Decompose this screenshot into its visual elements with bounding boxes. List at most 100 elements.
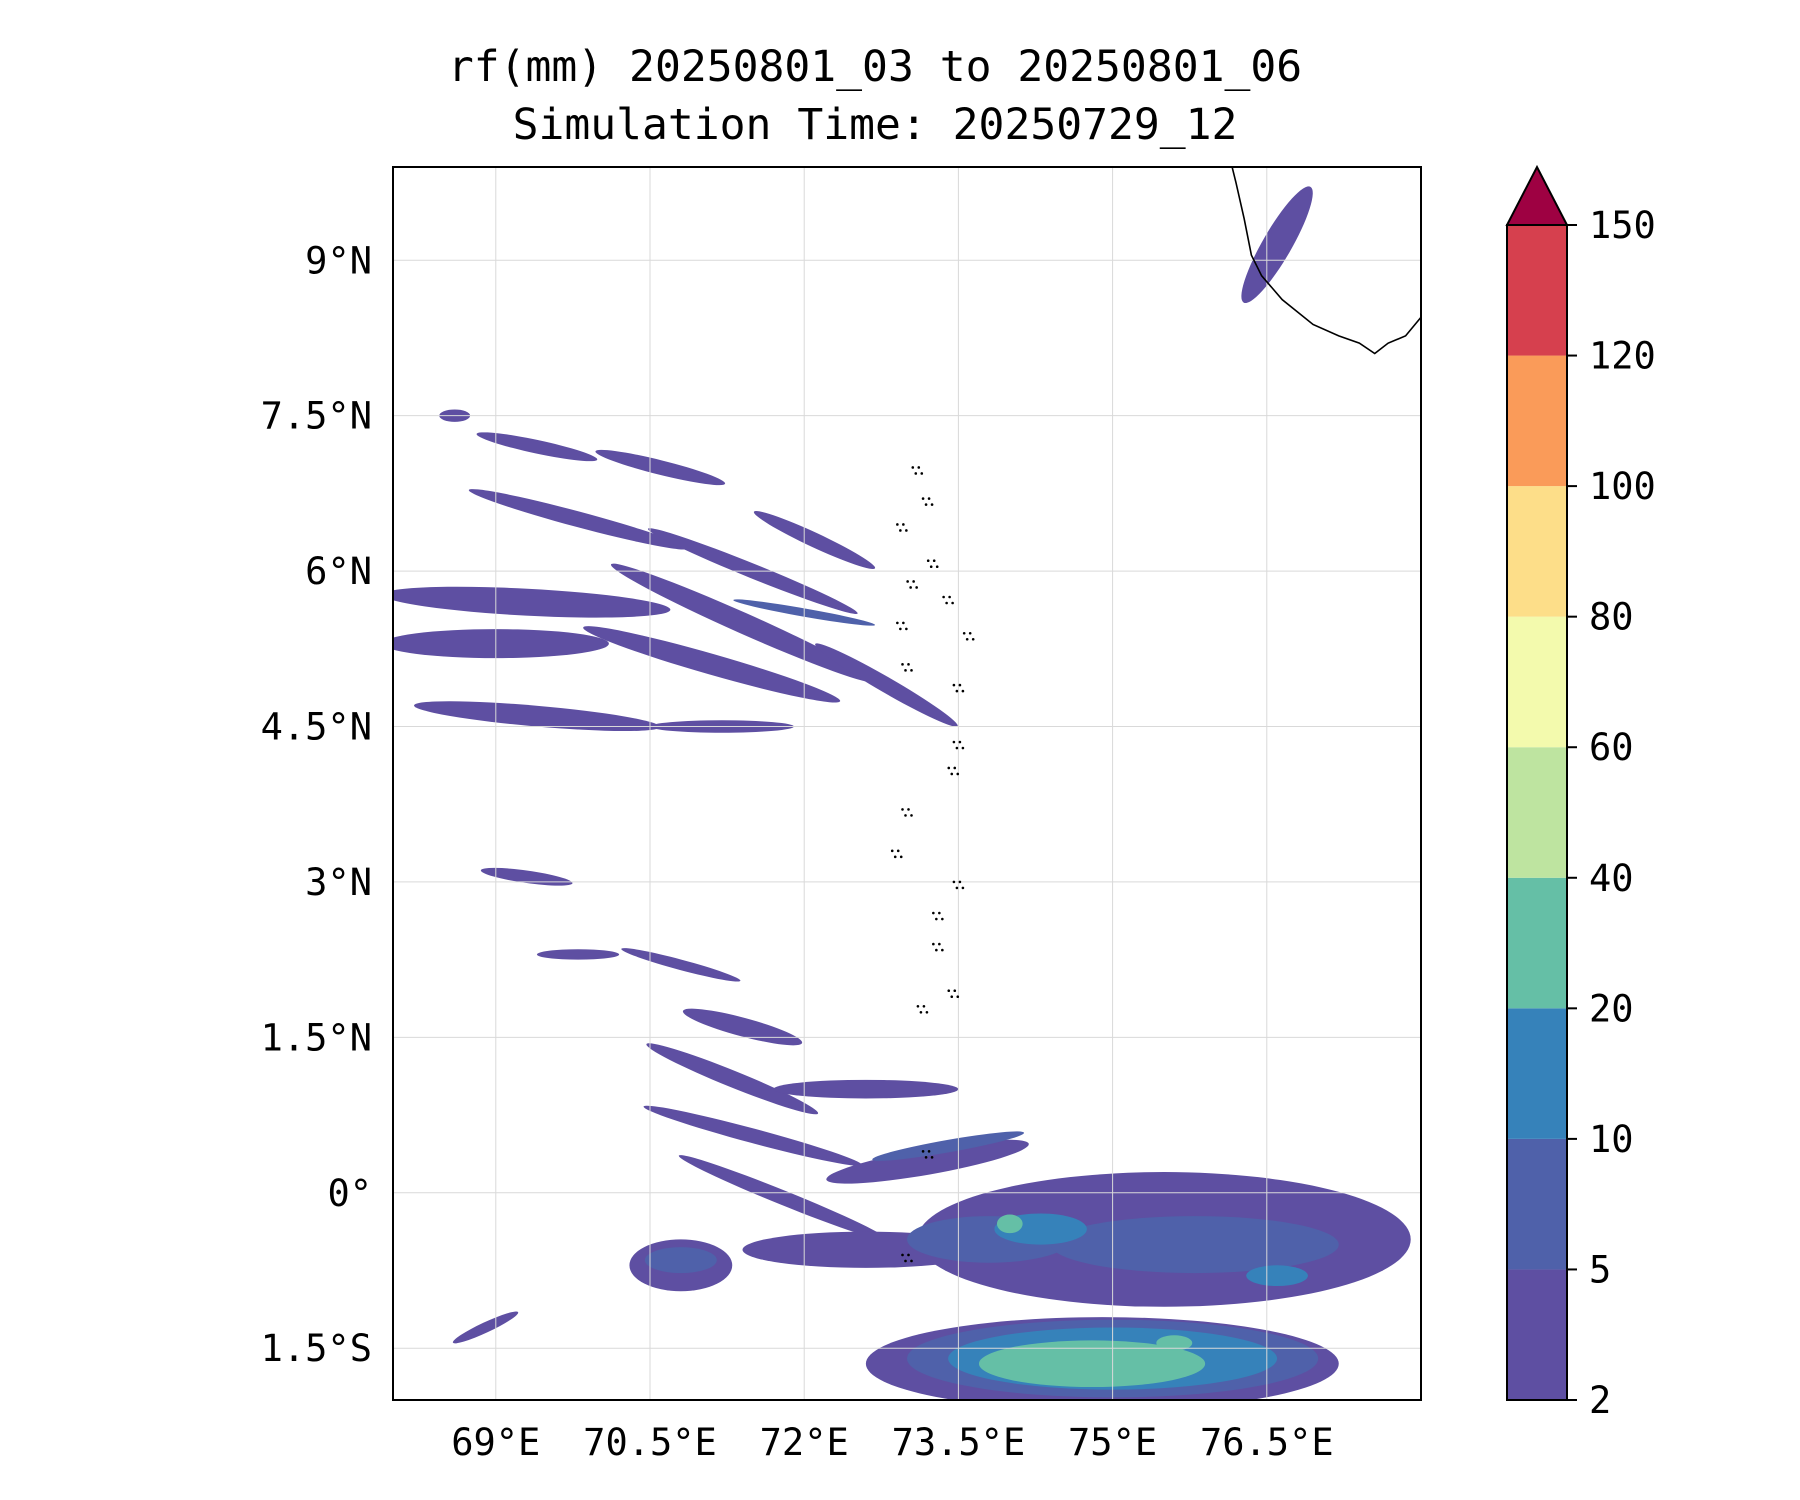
atoll-dot [935, 917, 938, 921]
map-title: rf(mm) 20250801_03 to 20250801_06 [447, 42, 1303, 92]
map-subtitle: Simulation Time: 20250729_12 [512, 100, 1238, 150]
atoll-dot [968, 631, 972, 635]
rain-band-23 [826, 1139, 1029, 1184]
rain-band-37 [996, 1214, 1023, 1234]
rain-band-6 [393, 586, 671, 618]
rain-band-29 [644, 1247, 717, 1274]
rain-band-15 [621, 948, 741, 982]
lat-tick-label: 1.5°N [261, 1016, 372, 1059]
gridlines [393, 167, 1421, 1400]
atoll-dot [965, 637, 969, 641]
atoll-dot [950, 772, 954, 776]
atoll-dot [921, 1150, 925, 1153]
atoll-dot [901, 1253, 904, 1257]
rain-band-36 [1246, 1265, 1308, 1287]
atoll-dot [947, 766, 951, 770]
rain-band-16 [682, 1008, 803, 1046]
atoll-dot [971, 637, 975, 641]
atoll-dot [952, 880, 956, 884]
rain-band-39 [1156, 1335, 1193, 1351]
atoll-dot [929, 565, 933, 569]
atoll-dot [914, 472, 918, 475]
rain-band-1 [476, 432, 598, 462]
atoll-dot [955, 689, 959, 693]
rain-band-13 [480, 867, 573, 886]
atoll-dot [896, 849, 900, 853]
colorbar-extend-arrow [1505, 164, 1569, 226]
atoll-dot [952, 740, 956, 744]
atoll-dot [951, 601, 954, 605]
latitude-tick-labels: 9°N 7.5°N 6°N 4.5°N 3°N 1.5°N 0° 1.5°S [261, 239, 372, 1370]
atoll-dot [902, 523, 905, 526]
atoll-dot [950, 995, 954, 999]
atoll-dot [935, 948, 938, 952]
coastlines [890, 167, 1421, 1263]
atoll-dot [962, 631, 966, 635]
atoll-dot [958, 740, 962, 744]
atoll-dot [935, 565, 939, 569]
rain-band-38 [978, 1340, 1206, 1388]
lon-tick-label: 75°E [1068, 1421, 1157, 1464]
atoll-dot [910, 669, 913, 672]
rain-band-10 [815, 643, 958, 727]
lat-tick-label: 0° [327, 1172, 372, 1215]
lat-tick-label: 9°N [305, 239, 372, 282]
atoll-dot [924, 503, 928, 506]
atoll-dot [906, 580, 909, 583]
atoll-dot [961, 886, 965, 890]
rain-band-9 [583, 626, 841, 703]
rain-band-17 [646, 1043, 819, 1115]
map-plot-area [393, 167, 1421, 1400]
atoll-dot [902, 621, 905, 625]
atoll-dot [904, 669, 907, 672]
rain-band-19 [643, 1105, 863, 1166]
atoll-dot [899, 627, 902, 631]
atoll-dot [947, 989, 951, 993]
lon-tick-label: 72°E [760, 1421, 849, 1464]
rain-band-14 [536, 949, 620, 960]
atoll-dot [945, 601, 948, 605]
rain-band-4 [468, 489, 688, 550]
colorbar-segment [1507, 747, 1567, 878]
colorbar-tick-label: 40 [1589, 857, 1634, 900]
atoll-dot [893, 855, 897, 859]
colorbar-segment [1507, 486, 1567, 617]
colorbar-outline [1506, 224, 1568, 1401]
rain-band-7 [610, 563, 875, 683]
atoll-dot [927, 497, 931, 500]
atoll-dot [925, 1010, 929, 1014]
atoll-dot [953, 989, 957, 993]
atoll-dot [920, 472, 924, 475]
atoll-dot [919, 1010, 923, 1014]
colorbar: 2 5 10 20 40 60 80 100 120 150 [1505, 164, 1656, 1422]
atoll-dot [956, 772, 960, 776]
india-coastline [1231, 167, 1421, 355]
rain-band-30 [872, 1131, 1025, 1161]
atoll-dot [948, 595, 951, 599]
colorbar-tick-label: 60 [1589, 726, 1634, 769]
atoll-dot [899, 529, 902, 532]
atoll-dot [927, 1150, 931, 1153]
rain-band-27 [452, 1311, 519, 1344]
atoll-dot [909, 586, 912, 589]
atoll-dot [955, 746, 959, 750]
atoll-dot [938, 911, 941, 915]
colorbar-tick-label: 120 [1589, 335, 1656, 378]
rain-band-32 [1050, 1216, 1339, 1274]
lat-tick-label: 7.5°N [261, 395, 372, 438]
rain-band-2 [595, 449, 726, 486]
rain-band-8 [393, 629, 609, 659]
atoll-dot [907, 1253, 910, 1257]
atoll-dot [924, 1156, 928, 1159]
rain-band-20 [678, 1155, 889, 1241]
atoll-dot [901, 663, 904, 666]
atoll-dot [910, 814, 913, 817]
atoll-dot [921, 497, 925, 500]
atoll-dot [926, 559, 930, 563]
atoll-dot [910, 1259, 913, 1263]
atoll-dot [953, 766, 957, 770]
atoll-dot [896, 523, 899, 526]
colorbar-tick-label: 10 [1589, 1118, 1634, 1161]
atoll-dot [932, 911, 935, 915]
atoll-dot [941, 948, 944, 952]
